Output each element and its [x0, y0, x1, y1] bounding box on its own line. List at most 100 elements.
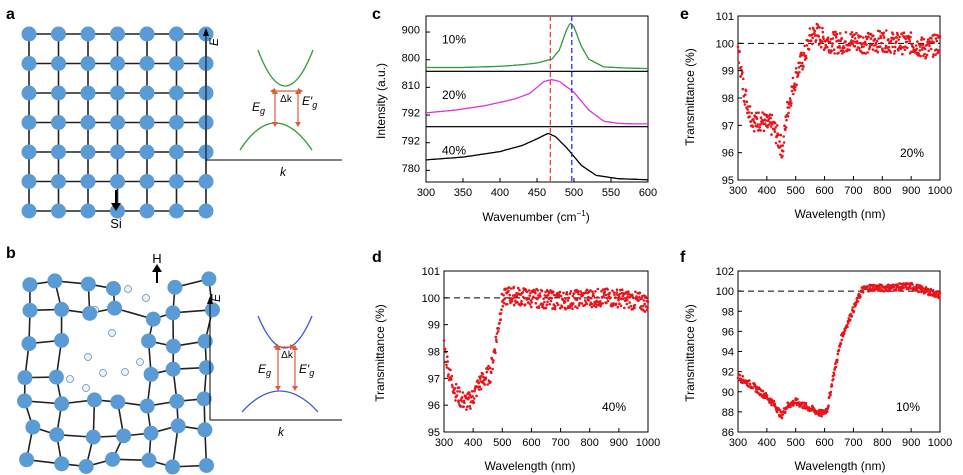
- data-point: [568, 292, 572, 295]
- data-point: [813, 29, 817, 33]
- data-point: [934, 37, 938, 40]
- data-point: [470, 389, 474, 393]
- x-tick-label: 400: [758, 185, 776, 197]
- data-point: [544, 290, 547, 294]
- data-point: [592, 294, 595, 298]
- data-point: [809, 39, 813, 42]
- data-point: [600, 289, 603, 293]
- data-point: [748, 115, 751, 118]
- data-point: [525, 290, 529, 294]
- data-point: [927, 38, 930, 41]
- data-point: [784, 128, 787, 132]
- data-point: [801, 68, 804, 71]
- data-point: [903, 48, 907, 51]
- data-point: [837, 51, 840, 55]
- data-point: [762, 129, 766, 133]
- data-point: [521, 302, 524, 306]
- data-point: [528, 294, 531, 297]
- chart-e-xlabel: Wavelength (nm): [795, 207, 886, 221]
- data-point: [851, 42, 854, 46]
- data-point: [592, 292, 595, 296]
- data-point: [445, 363, 448, 367]
- data-point: [847, 321, 850, 325]
- data-point: [789, 99, 792, 102]
- data-point: [828, 41, 832, 44]
- data-point: [486, 367, 490, 371]
- data-point: [618, 292, 622, 296]
- data-point: [538, 292, 542, 295]
- data-point: [800, 401, 804, 405]
- data-point: [780, 416, 784, 420]
- si-atom: [167, 279, 183, 295]
- data-point: [885, 29, 888, 32]
- data-point: [887, 38, 890, 41]
- data-point: [601, 302, 604, 305]
- si-atom: [169, 56, 184, 71]
- data-point: [887, 283, 890, 287]
- data-point: [542, 297, 545, 301]
- data-point: [773, 402, 777, 406]
- si-atom: [165, 305, 181, 321]
- data-point: [743, 103, 747, 106]
- si-label-group: Si: [110, 190, 122, 231]
- data-point: [849, 32, 852, 36]
- si-atom: [54, 332, 70, 348]
- data-point: [775, 124, 779, 127]
- transmittance-chart-20pct: Transmittance (%) Wavelength (nm) 300 400…: [683, 11, 952, 221]
- data-point: [483, 383, 487, 386]
- si-atom: [54, 396, 70, 412]
- data-point: [906, 46, 909, 50]
- data-point: [878, 30, 882, 33]
- conduction-band-curve-b: [257, 315, 313, 349]
- data-point: [889, 51, 892, 54]
- data-point: [462, 405, 465, 409]
- panel-letter-b: b: [6, 245, 16, 262]
- y-tick-label: 99: [722, 66, 734, 78]
- data-point: [835, 32, 839, 36]
- data-point: [499, 312, 503, 315]
- data-point: [569, 290, 573, 293]
- data-point: [909, 35, 912, 39]
- data-point: [455, 394, 459, 397]
- data-point: [523, 297, 526, 300]
- data-point: [583, 303, 587, 307]
- data-point: [546, 300, 549, 304]
- x-tick-label: 300: [435, 437, 453, 449]
- data-point: [502, 301, 506, 305]
- data-point: [646, 300, 650, 304]
- data-point: [877, 37, 880, 40]
- si-atom: [17, 370, 33, 386]
- data-point: [855, 48, 859, 52]
- y-tick-label: 780: [402, 163, 420, 175]
- data-point: [803, 44, 806, 48]
- data-point: [604, 293, 608, 297]
- data-point: [517, 286, 520, 290]
- data-point: [792, 92, 795, 96]
- data-point: [864, 40, 867, 44]
- si-atom: [47, 273, 63, 289]
- data-point: [846, 325, 849, 329]
- data-point: [929, 287, 932, 291]
- data-point: [759, 116, 763, 119]
- data-point: [793, 82, 796, 85]
- data-point: [465, 408, 468, 411]
- data-point: [611, 289, 614, 293]
- data-point: [917, 290, 920, 294]
- data-point: [741, 71, 744, 74]
- x-tick-label: 500: [493, 437, 511, 449]
- x-tick-label: 400: [758, 437, 776, 449]
- si-atom: [139, 203, 155, 219]
- data-point: [541, 304, 545, 307]
- data-point: [566, 299, 570, 302]
- data-point: [564, 297, 568, 300]
- data-point: [461, 391, 465, 394]
- data-point: [897, 38, 901, 41]
- data-point: [781, 154, 784, 158]
- data-point: [850, 31, 854, 34]
- data-point: [494, 335, 498, 339]
- doping-annotation: 40%: [602, 400, 626, 414]
- data-point: [832, 30, 835, 34]
- data-point: [639, 305, 643, 308]
- data-point: [594, 305, 598, 309]
- data-point: [508, 296, 511, 300]
